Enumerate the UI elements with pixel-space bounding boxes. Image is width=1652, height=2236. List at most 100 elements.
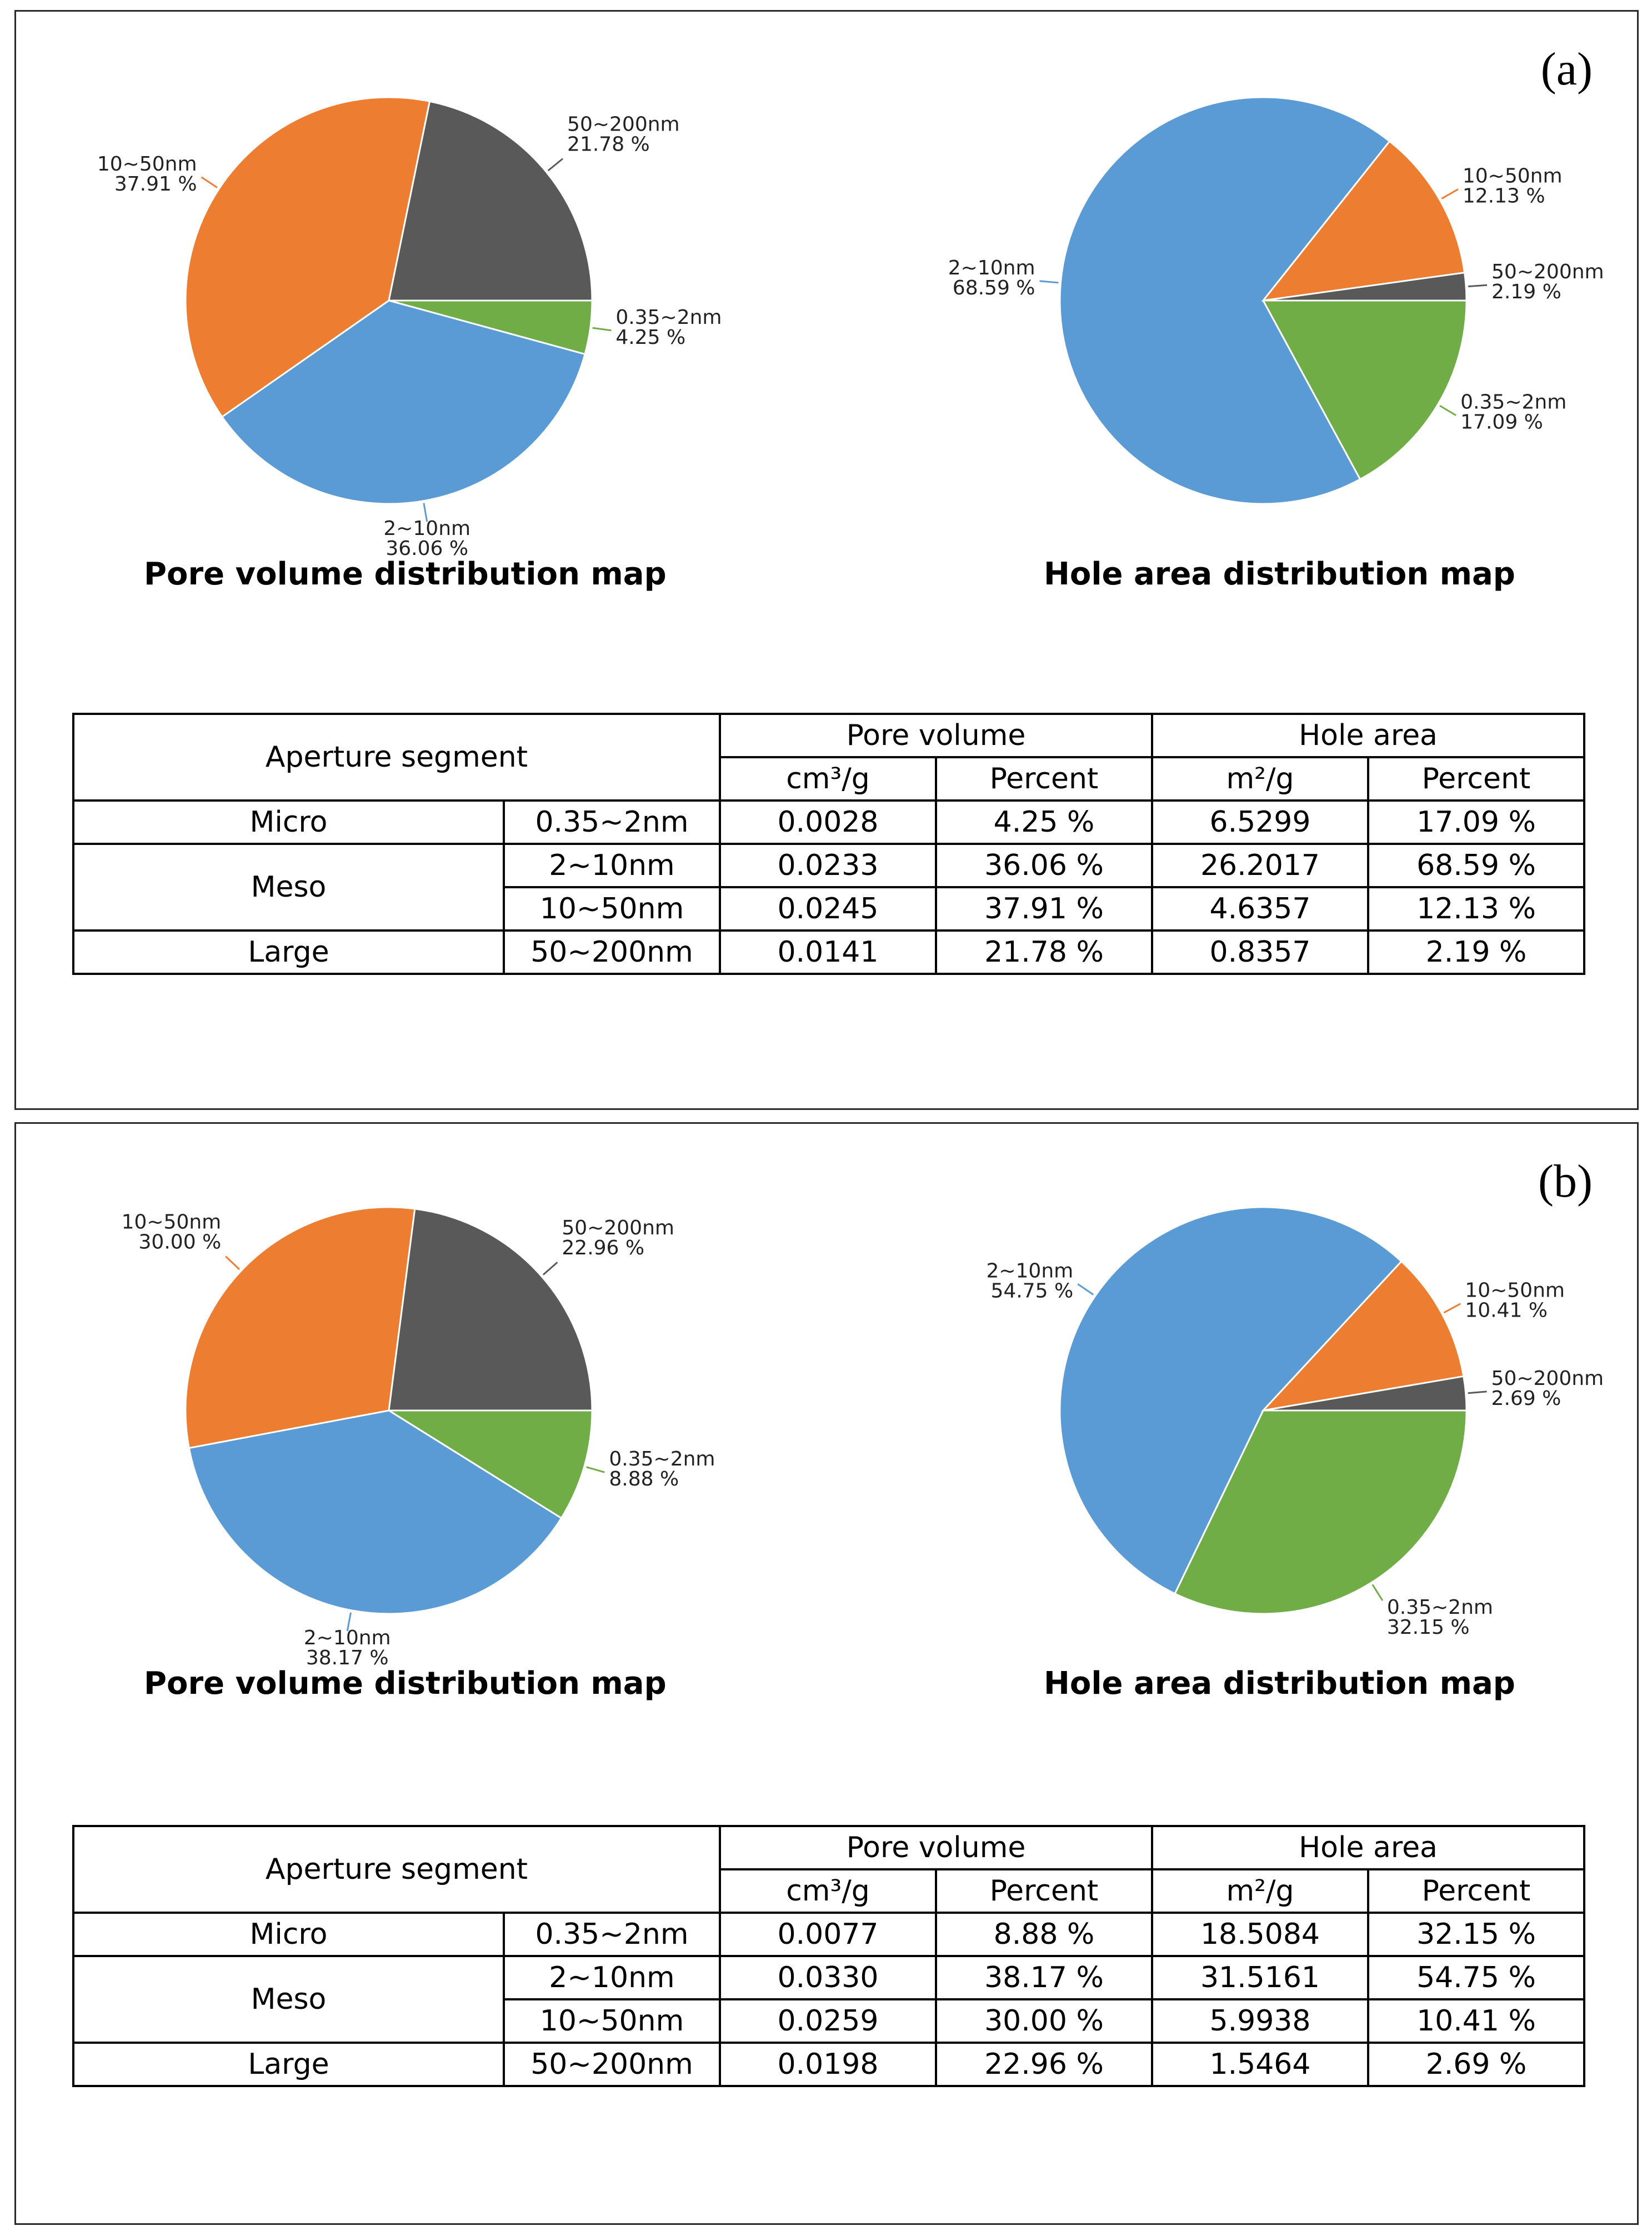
leader-line [1443,1303,1461,1314]
table-row: Meso 2~10nm 0.0330 38.17 % 31.5161 54.75… [72,1955,1585,2044]
pie-slice-2-10nm [221,299,586,505]
leader-line [1077,1283,1094,1295]
pie-label: 10~50nm [97,153,197,176]
pie-label: 0.35~2nm [1387,1596,1493,1619]
group-cell: Large [72,929,505,975]
pie-percent-label: 32.15 % [1387,1616,1470,1639]
area-percent-cell: 2.69 % [1367,2042,1585,2087]
volume-cell: 0.0198 [719,2042,937,2087]
data-table: Aperture segment Pore volume Hole area c… [72,713,1585,975]
pie-label: 50~200nm [567,113,680,136]
pie-label: 2~10nm [986,1259,1073,1282]
area-cell: 4.6357 [1151,886,1369,932]
range-cell: 50~200nm [503,929,721,975]
area-cell: 6.5299 [1151,799,1369,845]
pie-slice-10-50nm [184,1206,416,1449]
range-cell: 50~200nm [503,2042,721,2087]
header-aperture-segment: Aperture segment [72,713,721,802]
area-percent-cell: 2.19 % [1367,929,1585,975]
range-cell: 10~50nm [503,1998,721,2044]
pie-percent-label: 38.17 % [306,1647,389,1669]
leader-line [1371,1584,1384,1601]
volume-percent-cell: 37.91 % [935,886,1153,932]
leader-line [542,1262,558,1275]
pie-label: 10~50nm [1463,165,1563,188]
pie-slice-50-200nm [388,1208,593,1412]
pie-percent-label: 8.88 % [609,1468,679,1490]
leader-line [225,1255,241,1270]
leader-line [547,158,564,172]
chart-title-hole-area: Hole area distribution map [1044,556,1515,592]
volume-cell: 0.0028 [719,799,937,845]
leader-line [1439,404,1456,416]
group-cell: Meso [72,843,505,932]
pie-percent-label: 54.75 % [990,1279,1073,1302]
leader-line [586,1466,605,1473]
table-row: Micro 0.35~2nm 0.0028 4.25 % 6.5299 17.0… [72,799,1585,845]
volume-percent-cell: 22.96 % [935,2042,1153,2087]
header-pore-volume: Pore volume [719,713,1153,758]
pie-percent-label: 36.06 % [386,537,468,560]
pie-slice-10-50nm [184,96,431,418]
leader-line [592,327,612,332]
header-unit-area: m²/g [1151,1868,1369,1914]
range-cell: 10~50nm [503,886,721,932]
table-row: Large 50~200nm 0.0141 21.78 % 0.8357 2.1… [72,929,1585,975]
area-percent-cell: 12.13 % [1367,886,1585,932]
area-percent-cell: 54.75 % [1367,1955,1585,2000]
chart-title-pore-volume: Pore volume distribution map [144,1665,667,1702]
chart-title-hole-area: Hole area distribution map [1044,1665,1515,1702]
header-unit-area: m²/g [1151,756,1369,802]
panel-a: (a) 0.35~2nm 4.25 % 2~10nm 36.06 % 10~50nm 37… [14,10,1639,1110]
range-cell: 0.35~2nm [503,1912,721,1957]
volume-cell: 0.0330 [719,1955,937,2000]
pie-slice-10-50nm [1261,140,1466,302]
pie-percent-label: 37.91 % [114,173,197,196]
pie-label: 10~50nm [1465,1279,1565,1302]
header-hole-area: Hole area [1151,713,1585,758]
pie-label: 2~10nm [948,257,1035,279]
header-pore-volume: Pore volume [719,1825,1153,1870]
pie-label: 10~50nm [122,1211,222,1234]
volume-cell: 0.0259 [719,1998,937,2044]
table-row: Micro 0.35~2nm 0.0077 8.88 % 18.5084 32.… [72,1912,1585,1957]
header-unit-volume: cm³/g [719,756,937,802]
group-cell: Micro [72,799,505,845]
header-aperture-segment: Aperture segment [72,1825,721,1914]
panel-label: (a) [1540,43,1593,95]
table-row: 10~50nm 0.0259 30.00 % 5.9938 10.41 % [73,1998,1585,2044]
pie-percent-label: 68.59 % [953,277,1035,299]
volume-cell: 0.0245 [719,886,937,932]
area-percent-cell: 68.59 % [1367,843,1585,888]
header-unit-volume: cm³/g [719,1868,937,1914]
leader-line [1468,284,1488,288]
area-percent-cell: 32.15 % [1367,1912,1585,1957]
pie-slice-0-35-2nm [1261,299,1468,481]
area-cell: 26.2017 [1151,843,1369,888]
group-cell: Micro [72,1912,505,1957]
range-cell: 2~10nm [503,1955,721,2000]
header-percent: Percent [935,756,1153,802]
pie-slice-2-10nm [1059,96,1391,505]
volume-percent-cell: 38.17 % [935,1955,1153,2000]
pie-slice-2-10nm [1059,1206,1403,1595]
leader-line [346,1612,352,1632]
pie-slice-50-200nm [1263,1375,1468,1412]
area-percent-cell: 10.41 % [1367,1998,1585,2044]
table-row: Large 50~200nm 0.0198 22.96 % 1.5464 2.6… [72,2042,1585,2087]
pie-slice-10-50nm [1260,1260,1465,1412]
area-cell: 31.5161 [1151,1955,1369,2000]
table-row: 10~50nm 0.0245 37.91 % 4.6357 12.13 % [73,886,1585,932]
pie-label: 0.35~2nm [1460,391,1566,414]
volume-cell: 0.0233 [719,843,937,888]
pie-label: 2~10nm [383,517,470,540]
pie-slice-2-10nm [188,1409,563,1615]
volume-cell: 0.0141 [719,929,937,975]
volume-percent-cell: 30.00 % [935,1998,1153,2044]
pie-label: 50~200nm [1491,261,1604,283]
pie-percent-label: 22.96 % [562,1237,644,1259]
pie-label: 50~200nm [1491,1367,1604,1390]
area-cell: 0.8357 [1151,929,1369,975]
table-row: Meso 2~10nm 0.0233 36.06 % 26.2017 68.59… [72,843,1585,932]
